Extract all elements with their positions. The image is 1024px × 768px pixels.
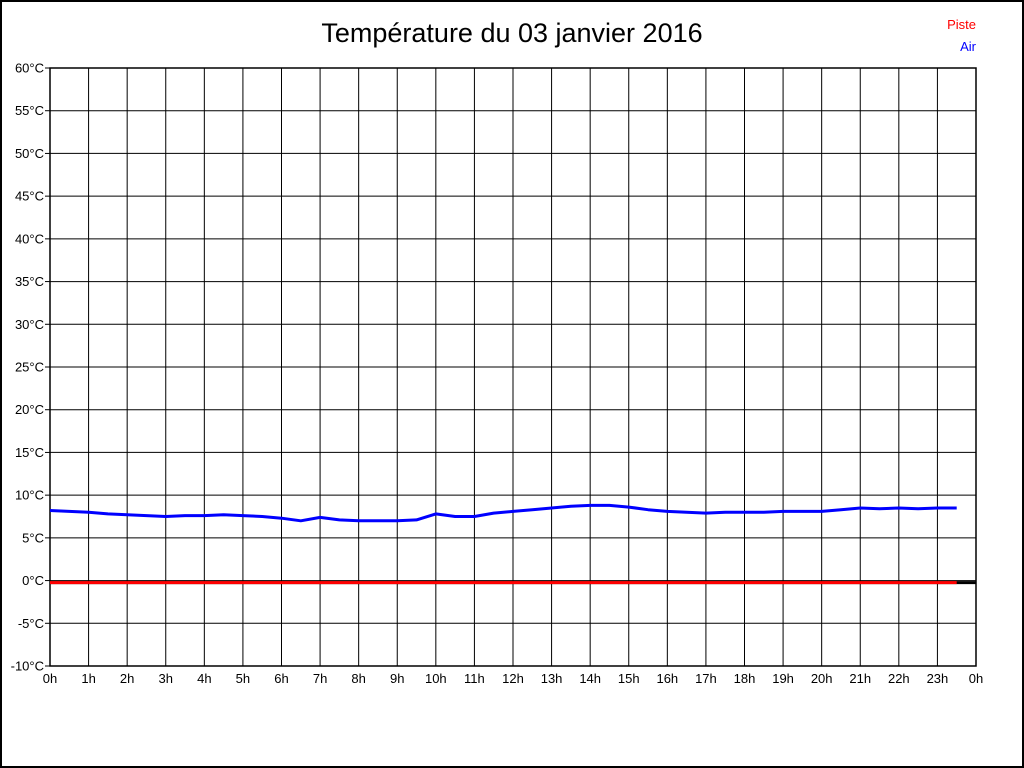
y-tick-label: 55°C <box>15 103 44 118</box>
x-tick-label: 23h <box>927 671 949 686</box>
x-tick-label: 0h <box>969 671 983 686</box>
y-tick-label: 10°C <box>15 488 44 503</box>
x-tick-label: 14h <box>579 671 601 686</box>
x-tick-label: 11h <box>464 671 485 686</box>
x-tick-label: 22h <box>888 671 910 686</box>
x-tick-label: 10h <box>425 671 447 686</box>
x-tick-label: 1h <box>81 671 95 686</box>
y-tick-label: 15°C <box>15 445 44 460</box>
x-tick-label: 5h <box>236 671 250 686</box>
x-tick-label: 15h <box>618 671 640 686</box>
y-tick-label: 50°C <box>15 146 44 161</box>
y-tick-label: 25°C <box>15 360 44 375</box>
air-series-line <box>49 503 957 523</box>
y-tick-label: 20°C <box>15 402 44 417</box>
x-tick-label: 19h <box>772 671 794 686</box>
x-tick-label: 8h <box>351 671 365 686</box>
x-tick-label: 18h <box>734 671 756 686</box>
x-tick-label: 3h <box>159 671 173 686</box>
legend: Piste Air <box>947 14 976 58</box>
y-tick-label: 60°C <box>15 61 44 76</box>
x-tick-label: 2h <box>120 671 134 686</box>
y-tick-label: 5°C <box>22 530 44 545</box>
y-tick-label: 40°C <box>15 231 44 246</box>
chart-title: Température du 03 janvier 2016 <box>321 18 703 48</box>
x-tick-label: 6h <box>274 671 288 686</box>
y-tick-label: 30°C <box>15 317 44 332</box>
legend-item-air: Air <box>960 39 976 54</box>
x-tick-label: 20h <box>811 671 833 686</box>
y-tick-label: 0°C <box>22 573 44 588</box>
x-tick-label: 4h <box>197 671 211 686</box>
y-tick-label: -5°C <box>18 616 44 631</box>
y-tick-label: -10°C <box>11 659 44 674</box>
x-tick-label: 0h <box>43 671 57 686</box>
x-tick-label: 12h <box>502 671 524 686</box>
x-tick-label: 13h <box>541 671 563 686</box>
legend-item-piste: Piste <box>947 17 976 32</box>
x-tick-label: 7h <box>313 671 327 686</box>
x-tick-label: 17h <box>695 671 717 686</box>
x-tick-label: 16h <box>656 671 678 686</box>
y-tick-label: 35°C <box>15 274 44 289</box>
y-tick-label: 45°C <box>15 189 44 204</box>
x-tick-label: 21h <box>849 671 871 686</box>
x-tick-label: 9h <box>390 671 404 686</box>
